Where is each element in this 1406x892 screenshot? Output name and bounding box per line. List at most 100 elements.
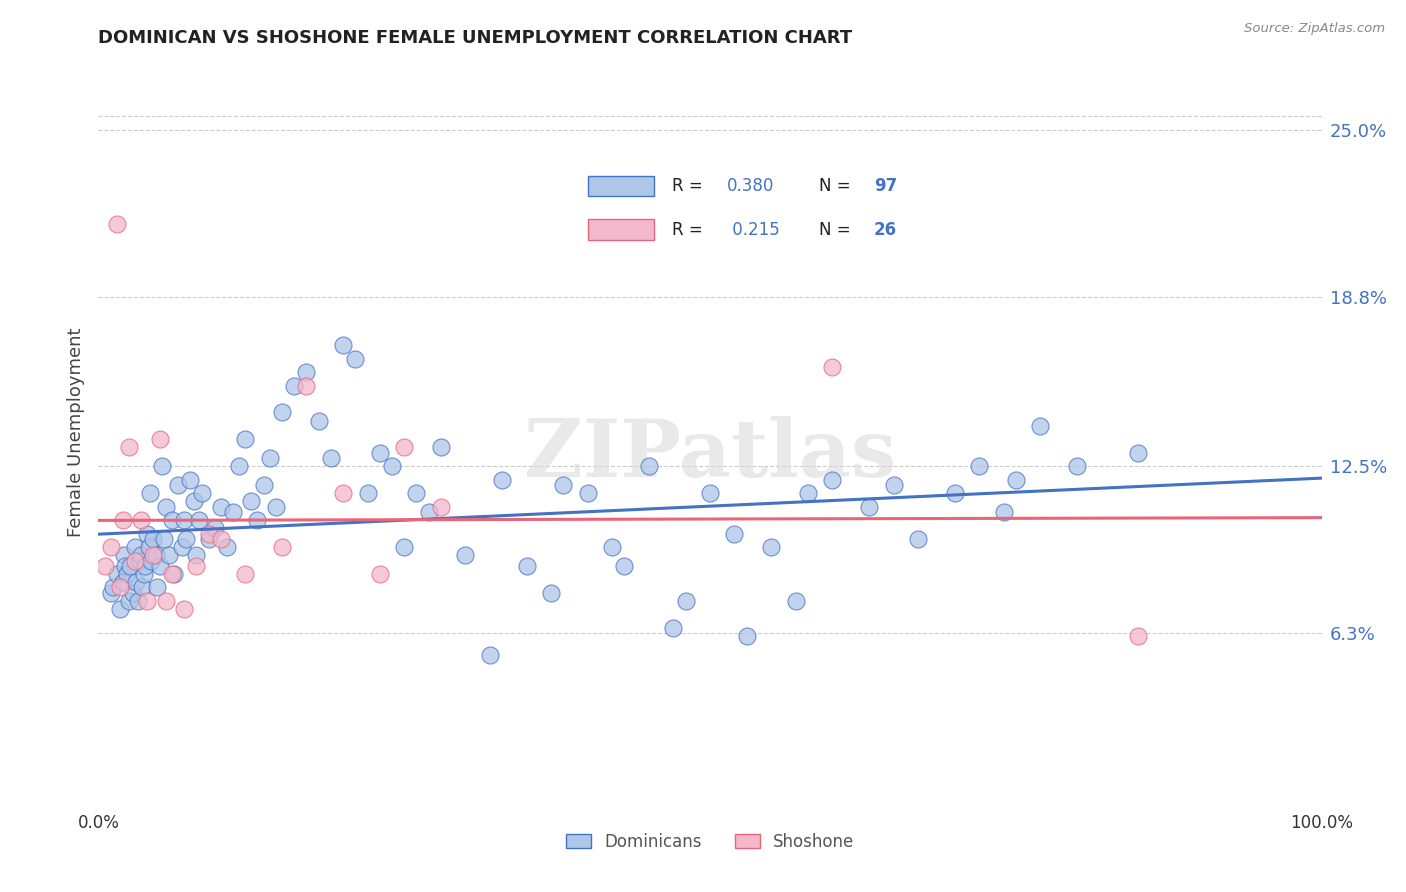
Point	[233, 433, 256, 447]
Point	[153, 532, 176, 546]
Point	[155, 500, 177, 514]
Point	[662, 621, 685, 635]
Point	[418, 505, 440, 519]
Point	[129, 553, 152, 567]
Point	[173, 602, 195, 616]
Point	[516, 558, 538, 573]
Point	[1128, 446, 1150, 460]
Point	[270, 540, 294, 554]
Point	[132, 566, 155, 581]
Point	[392, 441, 416, 455]
Point	[233, 566, 256, 581]
Y-axis label: Female Unemployment: Female Unemployment	[66, 328, 84, 537]
Point	[222, 505, 245, 519]
Point	[332, 338, 354, 352]
Point	[101, 581, 124, 595]
Point	[127, 594, 149, 608]
Point	[1066, 459, 1088, 474]
Point	[129, 548, 152, 562]
Point	[197, 526, 219, 541]
Point	[1128, 629, 1150, 643]
Point	[149, 433, 172, 447]
Point	[134, 558, 156, 573]
Point	[675, 594, 697, 608]
Point	[191, 486, 214, 500]
Point	[368, 566, 391, 581]
Point	[100, 586, 122, 600]
Point	[105, 217, 128, 231]
Point	[179, 473, 201, 487]
Legend: Dominicans, Shoshone: Dominicans, Shoshone	[560, 826, 860, 857]
Point	[600, 540, 623, 554]
Point	[308, 413, 330, 427]
Point	[295, 365, 318, 379]
Point	[356, 486, 378, 500]
Point	[295, 378, 318, 392]
Point	[967, 459, 990, 474]
Point	[1004, 473, 1026, 487]
Point	[454, 548, 477, 562]
Point	[160, 513, 183, 527]
Text: Source: ZipAtlas.com: Source: ZipAtlas.com	[1244, 22, 1385, 36]
Text: ZIPatlas: ZIPatlas	[524, 416, 896, 494]
Point	[129, 513, 152, 527]
Point	[142, 532, 165, 546]
Point	[209, 500, 232, 514]
Point	[157, 548, 180, 562]
Point	[100, 540, 122, 554]
Point	[150, 459, 173, 474]
Point	[478, 648, 501, 662]
Point	[319, 451, 342, 466]
Point	[160, 566, 183, 581]
Point	[197, 532, 219, 546]
Point	[136, 594, 159, 608]
Point	[943, 486, 966, 500]
Point	[120, 558, 142, 573]
Point	[821, 473, 844, 487]
Point	[246, 513, 269, 527]
Point	[115, 566, 138, 581]
Point	[613, 558, 636, 573]
Point	[576, 486, 599, 500]
Point	[155, 594, 177, 608]
Point	[186, 558, 208, 573]
Point	[209, 532, 232, 546]
Point	[723, 526, 745, 541]
Point	[240, 494, 263, 508]
Point	[907, 532, 929, 546]
Point	[785, 594, 807, 608]
Point	[121, 586, 143, 600]
Point	[112, 548, 135, 562]
Point	[540, 586, 562, 600]
Point	[637, 459, 661, 474]
Point	[553, 478, 575, 492]
Point	[138, 540, 160, 554]
Point	[821, 359, 844, 374]
Point	[125, 575, 148, 590]
Point	[149, 558, 172, 573]
Point	[405, 486, 427, 500]
Point	[145, 548, 167, 562]
Point	[215, 540, 238, 554]
Point	[381, 459, 404, 474]
Point	[252, 478, 274, 492]
Point	[699, 486, 721, 500]
Point	[344, 351, 367, 366]
Point	[93, 558, 115, 573]
Point	[139, 486, 162, 500]
Point	[392, 540, 416, 554]
Point	[110, 581, 132, 595]
Point	[124, 540, 146, 554]
Point	[110, 602, 132, 616]
Point	[131, 581, 153, 595]
Point	[142, 548, 165, 562]
Point	[105, 566, 128, 581]
Point	[163, 566, 186, 581]
Point	[368, 446, 391, 460]
Point	[118, 441, 141, 455]
Point	[761, 540, 783, 554]
Point	[283, 378, 305, 392]
Point	[491, 473, 513, 487]
Point	[187, 513, 209, 527]
Point	[186, 548, 208, 562]
